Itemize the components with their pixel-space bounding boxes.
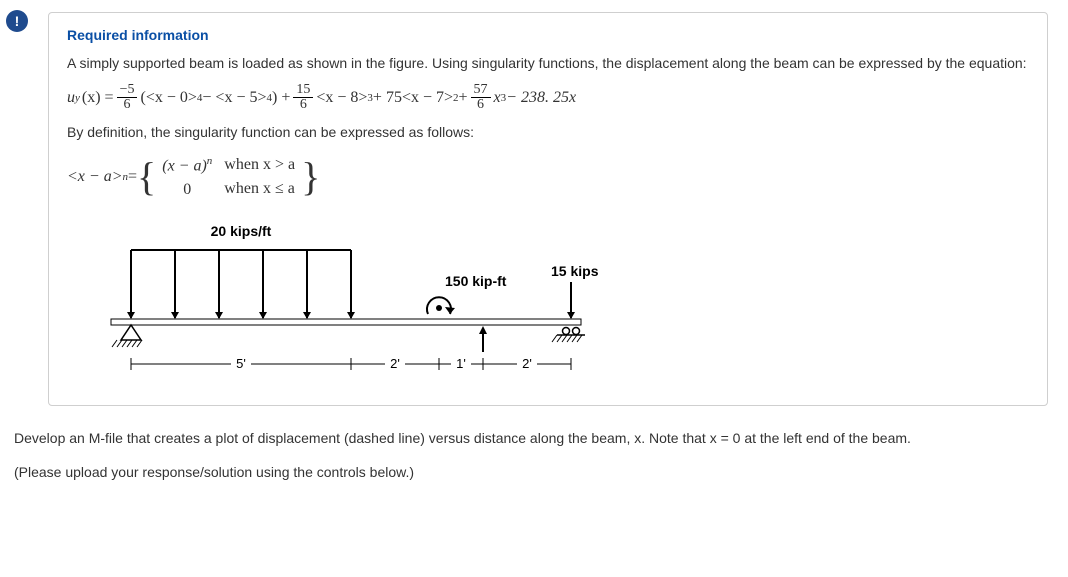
eq-lhs-sub: y xyxy=(75,92,80,104)
sing-lhs: <x − a> xyxy=(67,168,123,186)
required-heading: Required information xyxy=(67,27,1029,43)
below-frame: Develop an M-file that creates a plot of… xyxy=(14,428,1048,483)
case1-sup: n xyxy=(207,155,213,167)
displacement-equation: u y (x) = −5 6 (<x − 0> 4 − <x − 5> 4 ) … xyxy=(67,83,1029,112)
eq-tail: − 238. 25x xyxy=(506,89,576,107)
right-brace-icon: } xyxy=(301,157,320,197)
case1-expr: (x − a) xyxy=(162,157,207,174)
eq-plus3: + xyxy=(459,89,468,107)
eq-frac2: 15 6 xyxy=(293,83,313,112)
case1-cond: when x > a xyxy=(224,153,295,177)
svg-text:150 kip-ft: 150 kip-ft xyxy=(445,273,507,289)
question-text: Develop an M-file that creates a plot of… xyxy=(14,428,1048,448)
required-info-frame: Required information A simply supported … xyxy=(48,12,1048,406)
sing-expr-col: (x − a)n 0 xyxy=(162,153,212,202)
beam-svg: 20 kips/ft 150 kip-ft 15 kips 5' 2' 1' 2' xyxy=(91,214,601,384)
svg-text:5': 5' xyxy=(236,356,246,371)
exclamation-icon xyxy=(6,10,28,32)
svg-text:1': 1' xyxy=(456,356,466,371)
eq-term1-close: ) + xyxy=(272,89,290,107)
upload-instruction: (Please upload your response/solution us… xyxy=(14,462,1048,482)
eq-frac2-num: 15 xyxy=(293,83,313,98)
case2-cond: when x ≤ a xyxy=(224,177,295,201)
sing-cases: { (x − a)n 0 when x > a when x ≤ a } xyxy=(137,153,320,202)
question-span: Develop an M-file that creates a plot of… xyxy=(14,430,911,446)
svg-text:20 kips/ft: 20 kips/ft xyxy=(211,223,272,239)
svg-text:2': 2' xyxy=(390,356,400,371)
page-root: Required information A simply supported … xyxy=(0,0,1068,577)
definition-text: By definition, the singularity function … xyxy=(67,122,1029,142)
left-brace-icon: { xyxy=(137,157,156,197)
eq-term1b: − <x − 5> xyxy=(202,89,266,107)
eq-frac1-den: 6 xyxy=(121,98,134,112)
eq-term3: x xyxy=(494,89,501,107)
eq-lhs-arg: (x) = xyxy=(82,89,114,107)
eq-frac1-num: −5 xyxy=(117,83,138,98)
case2-expr: 0 xyxy=(162,178,212,202)
eq-frac3-den: 6 xyxy=(474,98,487,112)
eq-lhs-var: u xyxy=(67,89,75,107)
sing-cond-col: when x > a when x ≤ a xyxy=(224,153,295,201)
beam-diagram: 20 kips/ft 150 kip-ft 15 kips 5' 2' 1' 2' xyxy=(91,214,1029,387)
intro-text: A simply supported beam is loaded as sho… xyxy=(67,53,1029,73)
singularity-definition: <x − a> n = { (x − a)n 0 when x > a when… xyxy=(67,153,1029,202)
eq-frac3: 57 6 xyxy=(471,83,491,112)
eq-frac2-den: 6 xyxy=(297,98,310,112)
sing-eq: = xyxy=(128,168,137,186)
eq-frac1: −5 6 xyxy=(117,83,138,112)
eq-term1: (<x − 0> xyxy=(140,89,196,107)
svg-text:15 kips: 15 kips xyxy=(551,263,599,279)
eq-term2: <x − 8> xyxy=(316,89,367,107)
svg-text:2': 2' xyxy=(522,356,532,371)
eq-term2-after: + 75<x − 7> xyxy=(373,89,453,107)
eq-frac3-num: 57 xyxy=(471,83,491,98)
